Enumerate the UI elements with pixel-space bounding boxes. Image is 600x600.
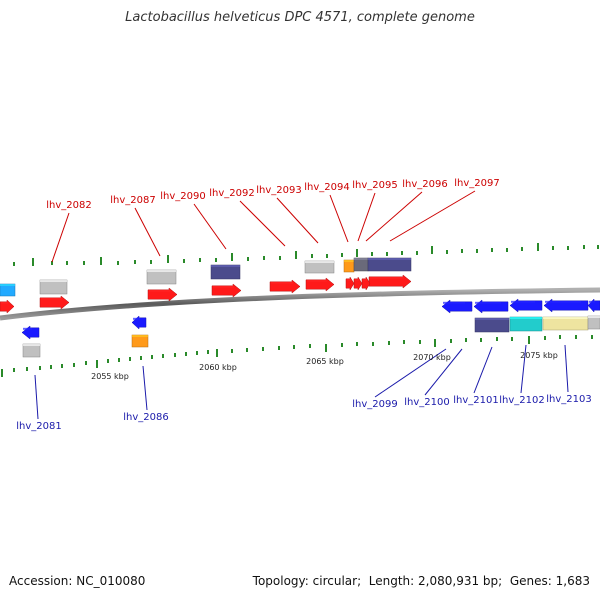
reverse-gene-label[interactable]: lhv_2100 xyxy=(404,397,449,408)
topology-label: Topology: xyxy=(252,574,309,588)
label-leaders xyxy=(34,190,569,420)
forward-gene-arrow-highlight xyxy=(271,281,293,284)
scale-label: 2055 kbp xyxy=(91,372,129,381)
forward-gene-arrow-highlight xyxy=(363,278,367,281)
feature-box[interactable] xyxy=(39,279,68,295)
scale-label: 2075 kbp xyxy=(520,351,558,360)
forward-label-leader xyxy=(276,197,319,244)
genome-backbone xyxy=(0,287,600,321)
feature-box-highlight xyxy=(40,280,67,282)
forward-label-leader xyxy=(357,192,376,242)
accession-label: Accession: xyxy=(9,574,73,588)
feature-box-highlight xyxy=(354,258,368,260)
map-title: Lactobacillus helveticus DPC 4571, compl… xyxy=(125,10,475,25)
scale-label: 2060 kbp xyxy=(199,363,237,372)
feature-box-highlight xyxy=(475,318,509,320)
gene-features xyxy=(0,257,600,358)
length-label: Length: xyxy=(368,574,415,588)
forward-gene-label[interactable]: lhv_2087 xyxy=(110,195,155,206)
reverse-gene-label[interactable]: lhv_2102 xyxy=(499,395,544,406)
forward-gene-arrow-highlight xyxy=(41,297,62,300)
reverse-gene-arrow-highlight xyxy=(133,317,140,320)
forward-gene-label[interactable]: lhv_2093 xyxy=(256,185,301,196)
feature-box[interactable] xyxy=(509,316,543,332)
forward-gene-label[interactable]: lhv_2094 xyxy=(304,182,349,193)
reverse-gene-label[interactable]: lhv_2081 xyxy=(16,421,61,432)
feature-box[interactable] xyxy=(146,269,177,285)
feature-box-highlight xyxy=(344,260,354,262)
genes-label: Genes: xyxy=(509,574,552,588)
feature-box-highlight xyxy=(305,261,334,263)
reverse-gene-label[interactable]: lhv_2103 xyxy=(546,394,591,405)
forward-gene-label[interactable]: lhv_2096 xyxy=(402,179,447,190)
reverse-gene-arrow-highlight xyxy=(475,301,501,304)
accession-value: NC_010080 xyxy=(76,574,146,588)
feature-box-highlight xyxy=(211,265,240,267)
forward-gene-label[interactable]: lhv_2082 xyxy=(46,200,91,211)
gene-labels: 2055 kbp 2060 kbp 2065 kbp 2070 kbp 2075 kbp… xyxy=(16,178,591,432)
feature-box-highlight xyxy=(588,316,600,318)
forward-label-leader xyxy=(193,203,227,250)
forward-gene-arrow-highlight xyxy=(307,279,327,282)
reverse-gene-arrow-highlight xyxy=(545,300,581,303)
topology-value: circular xyxy=(312,574,358,588)
forward-label-leader xyxy=(365,191,423,242)
reverse-label-leader xyxy=(564,344,569,393)
forward-gene-label[interactable]: lhv_2090 xyxy=(160,191,205,202)
length-value: 2,080,931 bp xyxy=(418,574,499,588)
forward-label-leader xyxy=(329,194,349,243)
reverse-label-leader xyxy=(142,365,148,411)
genome-summary: Topology: circular; Length: 2,080,931 bp… xyxy=(252,574,590,588)
feature-box[interactable] xyxy=(474,317,510,333)
reverse-gene-arrow-highlight xyxy=(589,300,595,303)
feature-box[interactable] xyxy=(210,264,241,280)
forward-gene-label[interactable]: lhv_2097 xyxy=(454,178,499,189)
reverse-gene-arrow-highlight xyxy=(23,327,32,330)
feature-box-highlight xyxy=(368,258,411,260)
feature-box-highlight xyxy=(510,317,542,319)
forward-gene-label[interactable]: lhv_2092 xyxy=(209,188,254,199)
reverse-label-leader xyxy=(473,346,493,394)
reverse-label-leader xyxy=(34,374,39,420)
reverse-gene-label[interactable]: lhv_2101 xyxy=(453,395,498,406)
forward-gene-arrow-highlight xyxy=(213,285,234,288)
reverse-label-leader xyxy=(424,348,463,396)
genes-value: 1,683 xyxy=(555,574,590,588)
reverse-gene-arrow-highlight xyxy=(511,300,535,303)
forward-gene-arrow-highlight xyxy=(149,289,170,292)
forward-gene-arrow-highlight xyxy=(370,276,404,279)
forward-label-leader xyxy=(51,212,70,263)
forward-gene-arrow-highlight xyxy=(1,301,8,304)
feature-box-highlight xyxy=(147,270,176,272)
forward-label-leader xyxy=(389,190,476,242)
scale-label: 2070 kbp xyxy=(413,353,451,362)
scale-label: 2065 kbp xyxy=(306,357,344,366)
forward-gene-label[interactable]: lhv_2095 xyxy=(352,180,397,191)
forward-gene-arrow-highlight xyxy=(347,278,351,281)
forward-label-leader xyxy=(134,207,161,257)
scale-ticks xyxy=(1,243,599,377)
forward-gene-arrow-highlight xyxy=(355,278,359,281)
reverse-label-leader xyxy=(374,348,447,398)
reverse-gene-label[interactable]: lhv_2086 xyxy=(123,412,168,423)
feature-box-highlight xyxy=(23,344,40,346)
feature-box-highlight xyxy=(0,284,15,286)
reverse-gene-arrow-highlight xyxy=(443,301,465,304)
feature-box-highlight xyxy=(132,335,148,337)
accession-info: Accession: NC_010080 xyxy=(9,574,145,588)
reverse-label-leader xyxy=(520,344,527,394)
feature-box-highlight xyxy=(543,317,588,319)
reverse-gene-label[interactable]: lhv_2099 xyxy=(352,399,397,410)
forward-label-leader xyxy=(239,200,286,247)
